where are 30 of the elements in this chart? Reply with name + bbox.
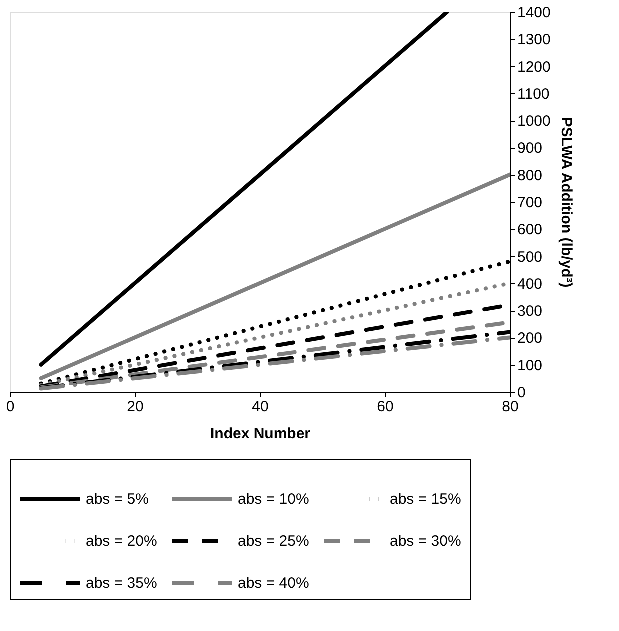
y-tick-label: 900: [518, 140, 543, 158]
legend-label: abs = 20%: [86, 533, 158, 550]
x-tick-label: 40: [252, 398, 269, 416]
x-tick-label: 60: [377, 398, 394, 416]
y-tick-label: 100: [518, 357, 543, 374]
y-tick-label: 200: [518, 330, 543, 348]
y-tick-label: 300: [518, 303, 543, 320]
x-tick-label: 20: [127, 398, 144, 416]
legend-label: abs = 10%: [238, 491, 310, 508]
y-tick-label: 0: [518, 384, 526, 402]
y-tick-label: 800: [518, 167, 543, 184]
y-tick-label: 700: [518, 194, 543, 212]
legend-label: abs = 5%: [86, 491, 149, 508]
legend-label: abs = 35%: [86, 575, 158, 592]
y-tick-label: 1300: [518, 32, 551, 49]
y-tick-label: 1100: [518, 86, 550, 103]
y-tick-label: 600: [518, 222, 543, 239]
legend-label: abs = 30%: [390, 533, 462, 550]
y-tick-label: 500: [518, 248, 543, 266]
y-axis-title: PSLWA Addition (lb/yd³): [558, 117, 575, 288]
x-tick-label: 80: [502, 398, 519, 416]
x-axis-title: Index Number: [210, 426, 311, 442]
legend-label: abs = 25%: [238, 533, 310, 550]
legend-label: abs = 15%: [390, 491, 462, 508]
y-tick-label: 1200: [518, 58, 551, 76]
y-tick-label: 1400: [518, 4, 551, 22]
y-tick-label: 1000: [518, 113, 551, 130]
legend-label: abs = 40%: [238, 575, 310, 592]
y-tick-label: 400: [518, 276, 543, 293]
x-tick-label: 0: [6, 398, 15, 416]
